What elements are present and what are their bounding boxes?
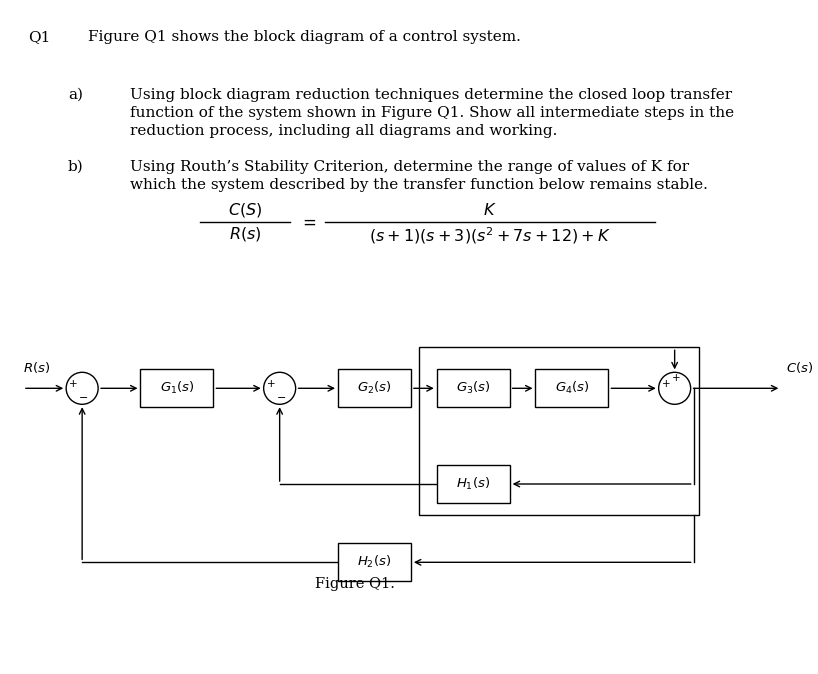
Text: +: +	[672, 373, 681, 383]
Text: $(s + 1)(s + 3)(s^2 + 7s + 12) + K$: $(s + 1)(s + 3)(s^2 + 7s + 12) + K$	[369, 225, 611, 246]
Text: $C(s)$: $C(s)$	[786, 361, 814, 375]
Bar	[437, 369, 510, 407]
Text: $H_1(s)$: $H_1(s)$	[456, 476, 490, 492]
Text: +: +	[267, 379, 275, 390]
Bar	[437, 465, 510, 503]
Text: Figure Q1 shows the block diagram of a control system.: Figure Q1 shows the block diagram of a c…	[88, 30, 521, 44]
Text: $G_2(s)$: $G_2(s)$	[357, 380, 392, 396]
Bar	[338, 369, 411, 407]
Text: −: −	[79, 393, 88, 403]
Text: Using block diagram reduction techniques determine the closed loop transfer: Using block diagram reduction techniques…	[130, 88, 732, 102]
Text: $H_2(s)$: $H_2(s)$	[357, 554, 392, 570]
Bar	[338, 543, 411, 581]
Text: function of the system shown in Figure Q1. Show all intermediate steps in the: function of the system shown in Figure Q…	[130, 106, 734, 120]
Text: $G_3(s)$: $G_3(s)$	[456, 380, 491, 396]
Text: −: −	[276, 393, 286, 403]
Text: b): b)	[68, 160, 83, 174]
Text: +: +	[662, 379, 670, 390]
Bar	[141, 369, 213, 407]
Text: $G_4(s)$: $G_4(s)$	[555, 380, 589, 396]
Text: $=$: $=$	[299, 214, 317, 231]
Text: Q1: Q1	[28, 30, 51, 44]
Bar	[419, 347, 699, 515]
Text: Using Routh’s Stability Criterion, determine the range of values of K for: Using Routh’s Stability Criterion, deter…	[130, 160, 689, 174]
Text: $R(s)$: $R(s)$	[229, 225, 261, 243]
Text: $C(S)$: $C(S)$	[227, 201, 263, 219]
Text: a): a)	[68, 88, 83, 102]
Text: reduction process, including all diagrams and working.: reduction process, including all diagram…	[130, 124, 557, 138]
Text: $K$: $K$	[483, 202, 497, 219]
Text: $G_1(s)$: $G_1(s)$	[160, 380, 194, 396]
Bar	[536, 369, 609, 407]
Text: $R(s)$: $R(s)$	[23, 361, 50, 375]
Text: +: +	[69, 379, 78, 390]
Text: which the system described by the transfer function below remains stable.: which the system described by the transf…	[130, 178, 708, 192]
Text: Figure Q1.: Figure Q1.	[315, 578, 394, 591]
